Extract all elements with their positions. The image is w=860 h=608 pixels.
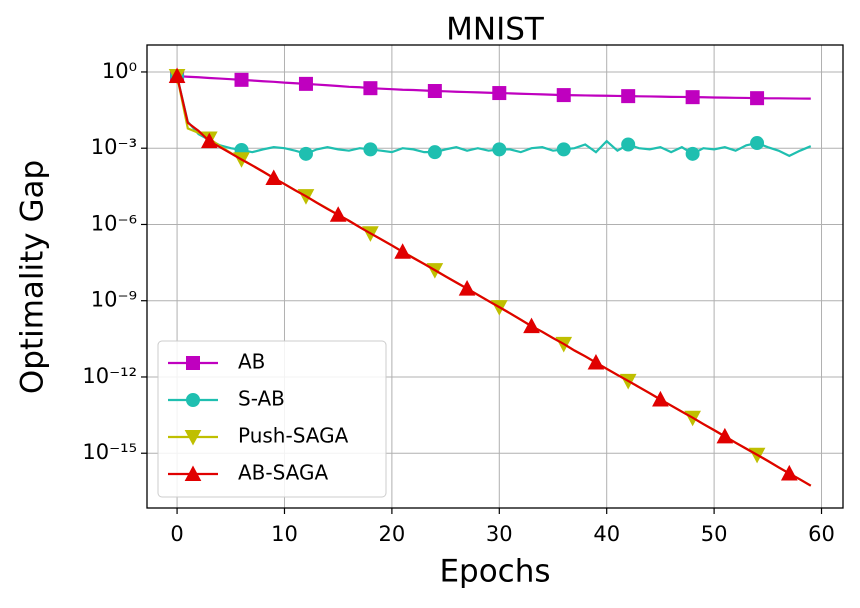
x-axis-label: Epochs — [439, 554, 550, 590]
x-tick-label: 40 — [593, 522, 620, 546]
plot-area — [168, 67, 812, 487]
y-tick-label: 10⁻³ — [91, 135, 137, 159]
legend-marker — [186, 356, 200, 370]
plot-frame — [146, 44, 844, 509]
marker — [621, 137, 636, 152]
legend-marker — [186, 393, 200, 407]
x-tick-label: 20 — [379, 522, 406, 546]
chart-title: MNIST — [446, 12, 545, 48]
y-tick-label: 10⁻⁶ — [91, 211, 137, 235]
marker — [685, 146, 700, 161]
marker — [556, 142, 571, 157]
x-tick-label: 30 — [486, 522, 513, 546]
series-line — [175, 75, 812, 487]
legend-label: AB — [238, 350, 265, 374]
marker — [492, 86, 507, 101]
legend-marker — [184, 465, 202, 481]
marker — [750, 136, 765, 151]
marker — [621, 89, 636, 104]
marker — [780, 464, 798, 481]
marker — [168, 67, 186, 84]
y-tick-label: 10⁰ — [102, 59, 137, 83]
marker — [200, 132, 218, 149]
y-tick-label: 10⁻⁹ — [91, 288, 137, 312]
legend-box — [157, 340, 387, 498]
x-tick-label: 50 — [701, 522, 728, 546]
marker — [556, 88, 571, 103]
x-tick-label: 60 — [808, 522, 835, 546]
marker — [458, 280, 476, 296]
marker — [652, 390, 669, 407]
marker — [298, 76, 313, 91]
y-axis-label: Optimality Gap — [15, 160, 51, 394]
marker — [329, 206, 347, 222]
marker — [587, 353, 605, 370]
legend-marker — [184, 430, 202, 446]
legend-label: AB-SAGA — [238, 461, 329, 485]
y-tick-label: 10⁻¹⁵ — [82, 440, 137, 464]
legend-label: S-AB — [238, 387, 285, 411]
marker — [234, 72, 249, 87]
marker — [265, 169, 283, 186]
marker — [492, 142, 507, 157]
marker — [427, 145, 442, 160]
marker — [394, 243, 411, 259]
marker — [750, 91, 765, 106]
marker — [298, 146, 313, 161]
marker — [716, 427, 734, 444]
marker — [363, 81, 378, 96]
marker — [685, 90, 700, 105]
marker — [363, 142, 378, 157]
x-tick-label: 10 — [271, 522, 298, 546]
marker — [523, 317, 540, 334]
legend-label: Push-SAGA — [238, 424, 349, 448]
x-tick-label: 0 — [170, 522, 183, 546]
y-tick-label: 10⁻¹² — [82, 364, 137, 388]
marker — [427, 84, 442, 99]
